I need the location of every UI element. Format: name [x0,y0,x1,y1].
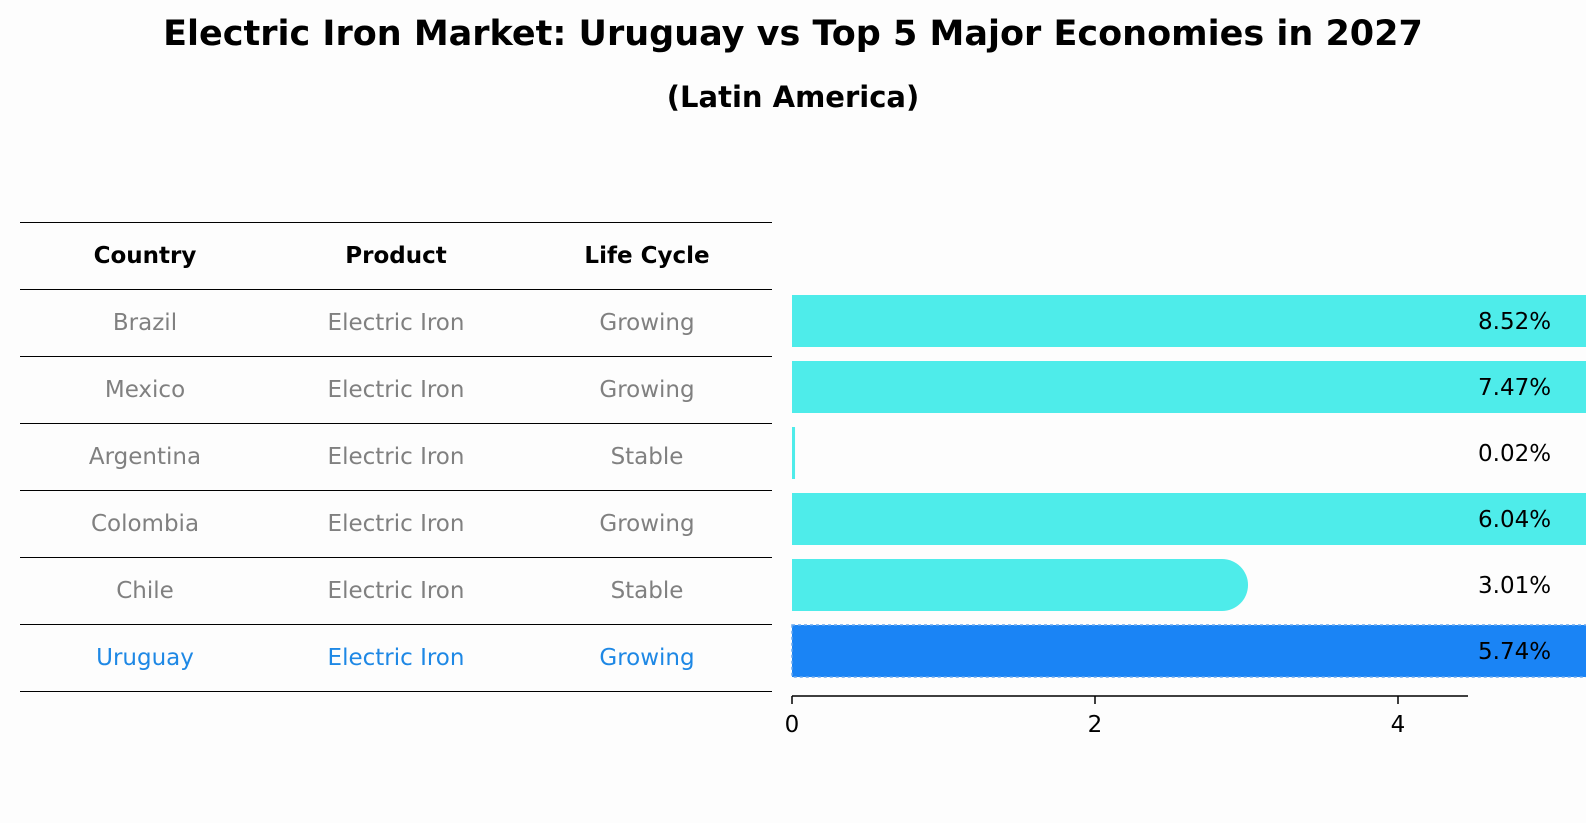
country-cell: Brazil [112,310,178,336]
bar-chile [792,559,1249,611]
table-row: Colombia Electric Iron Growing [20,491,772,558]
bar-uruguay [791,624,1586,678]
product-cell: Electric Iron [327,578,465,604]
header-country: Country [93,243,197,269]
table-header-row: Country Product Life Cycle [20,222,772,290]
bar-colombia [792,493,1586,545]
product-cell: Electric Iron [327,310,465,336]
bar-mexico [792,361,1586,413]
table-row: Mexico Electric Iron Growing [20,357,772,424]
country-cell: Chile [116,578,174,604]
life-cycle-cell: Growing [599,377,695,403]
x-tick-label: 0 [785,712,800,738]
value-label: 6.04% [1478,507,1551,533]
country-cell: Colombia [90,511,200,537]
table-row: Brazil Electric Iron Growing [20,290,772,357]
table-row-highlighted: Uruguay Electric Iron Growing [20,625,772,692]
value-label: 5.74% [1478,639,1551,665]
table-row: Argentina Electric Iron Stable [20,424,772,491]
bar-brazil [792,295,1586,347]
value-label: 0.02% [1478,441,1551,467]
life-cycle-cell: Stable [610,444,684,470]
table-row: Chile Electric Iron Stable [20,558,772,625]
chart-subtitle: (Latin America) [666,80,920,114]
header-life-cycle: Life Cycle [584,243,710,269]
life-cycle-cell: Growing [599,645,695,671]
header-product: Product [345,243,447,269]
value-label: 7.47% [1478,375,1551,401]
value-label: 3.01% [1478,573,1551,599]
value-label: 8.52% [1478,309,1551,335]
product-cell: Electric Iron [327,511,465,537]
life-cycle-cell: Growing [599,511,695,537]
product-cell: Electric Iron [327,377,465,403]
product-cell: Electric Iron [327,444,465,470]
market-table: Country Product Life Cycle Brazil Electr… [20,222,772,692]
x-tick-label: 2 [1088,712,1103,738]
chart-title: Electric Iron Market: Uruguay vs Top 5 M… [163,14,1423,54]
life-cycle-cell: Growing [599,310,695,336]
country-cell: Uruguay [96,645,194,671]
country-cell: Mexico [104,377,186,403]
x-tick-label: 4 [1391,712,1406,738]
country-cell: Argentina [88,444,202,470]
product-cell: Electric Iron [327,645,465,671]
life-cycle-cell: Stable [610,578,684,604]
bar-argentina [792,427,796,479]
